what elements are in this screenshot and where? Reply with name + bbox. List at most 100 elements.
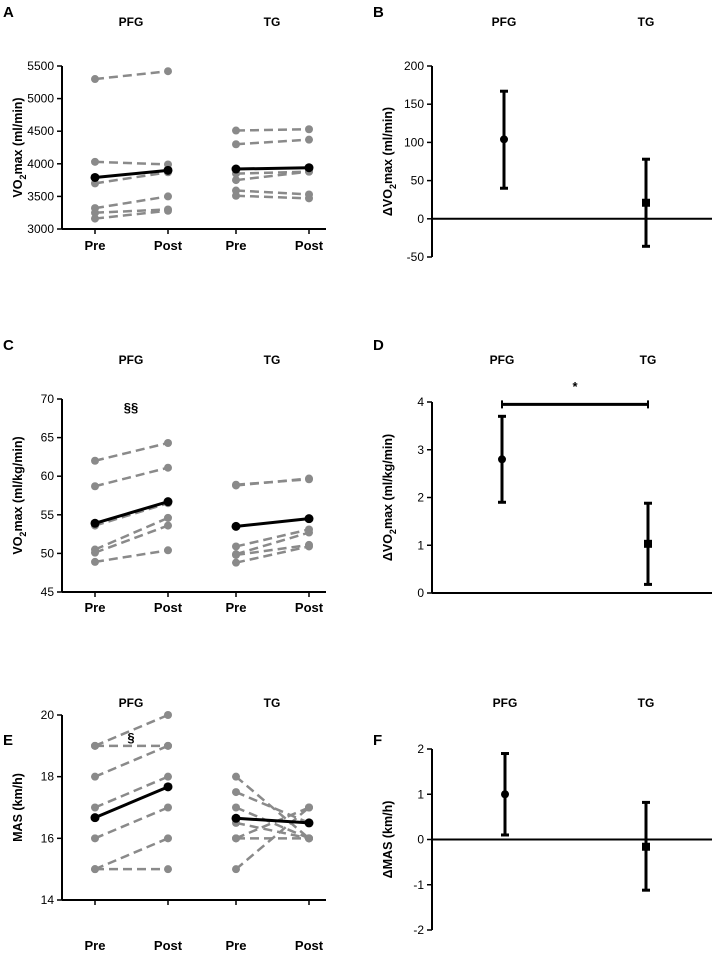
individual-line [94,209,169,220]
panel-letter-a: A [3,4,14,21]
individual-point-post [164,521,172,530]
individual-line [235,543,310,557]
group-label-c: PFG [119,353,144,367]
mean-line [94,168,169,179]
mean-marker-circle [501,790,509,799]
mean-point-post [304,163,314,173]
y-tick-label: 4500 [27,124,54,138]
mean-point-pre [231,164,241,174]
individual-point-pre [91,482,99,491]
individual-point-post [164,772,172,781]
y-tick-label: 150 [404,97,424,111]
mean-point-pre [231,521,241,531]
individual-line [94,208,169,214]
y-axis-label-c: VO2max (ml/kg/min) [11,436,28,554]
individual-point-post [164,741,172,750]
individual-point-post [164,67,172,76]
mean-point-pre [90,518,100,528]
individual-point-post [305,528,313,537]
individual-line [235,138,310,146]
individual-point-post [305,125,313,134]
panel-letter-c: C [3,337,14,354]
individual-point-pre [91,208,99,217]
individual-line [94,549,169,564]
individual-point-pre [91,456,99,465]
individual-point-post [164,513,172,522]
individual-point-post [305,135,313,144]
individual-point-pre [91,548,99,557]
x-tick-label: Post [154,238,183,253]
y-tick-label: -2 [413,923,424,937]
y-tick-label: 20 [41,708,55,722]
individual-point-pre [91,834,99,843]
individual-line [235,528,310,548]
y-tick-label: 70 [41,392,55,406]
mean-point-post [304,818,314,828]
individual-point-post [164,803,172,812]
y-tick-label: 4000 [27,157,54,171]
individual-point-post [305,834,313,843]
individual-line [235,821,310,840]
group-label-e: TG [264,696,281,710]
group-label-b: TG [638,15,655,29]
panel-letter-e: E [3,732,13,749]
mean-marker-circle [500,135,508,144]
group-label-d: PFG [490,353,515,367]
y-tick-label: 50 [41,546,55,560]
panel-letter-d: D [373,337,384,354]
group-label-a: TG [264,15,281,29]
individual-line [94,160,169,166]
mean-line [235,816,310,825]
individual-line [235,127,310,132]
individual-point-post [164,206,172,215]
y-tick-label: 3 [417,443,424,457]
significance-star: * [572,379,578,394]
mean-marker-square [644,539,652,548]
y-tick-label: 14 [41,893,55,907]
individual-point-post [164,865,172,874]
individual-point-pre [91,772,99,781]
mean-line [94,500,169,525]
y-tick-label: 45 [41,585,55,599]
individual-point-pre [232,191,240,200]
y-tick-label: 50 [411,174,425,188]
x-tick-label: Pre [85,238,106,253]
y-tick-label: 100 [404,135,424,149]
significance-annotation-e: § [127,730,134,745]
mean-point-post [304,514,314,524]
individual-line [235,806,310,871]
group-label-a: PFG [119,15,144,29]
individual-point-pre [232,140,240,149]
group-label-f: PFG [493,696,518,710]
y-tick-label: 0 [417,833,424,847]
individual-point-pre [91,865,99,874]
x-tick-label: Pre [85,600,106,615]
y-tick-label: 0 [417,586,424,600]
individual-point-pre [232,834,240,843]
individual-point-post [164,439,172,448]
y-axis-label-e: MAS (km/h) [11,773,25,842]
individual-point-post [164,834,172,843]
y-tick-label: 4 [417,395,424,409]
y-axis-label-a: VO2max (ml/min) [11,97,28,197]
individual-point-pre [91,741,99,750]
individual-point-pre [91,214,99,223]
group-label-e: PFG [119,696,144,710]
y-tick-label: 18 [41,770,55,784]
individual-line [235,775,310,840]
individual-line [94,524,169,554]
x-tick-label: Post [295,238,324,253]
group-label-c: TG [264,353,281,367]
individual-point-post [164,192,172,201]
individual-line [94,69,169,81]
significance-annotation-c: §§ [124,400,138,415]
y-tick-label: 60 [41,469,55,483]
individual-point-post [305,475,313,484]
y-axis-label-f: ΔMAS (km/h) [381,801,395,879]
y-tick-label: 65 [41,431,55,445]
mean-point-post [163,497,173,507]
individual-point-pre [232,542,240,551]
individual-point-pre [91,75,99,84]
individual-point-post [305,803,313,812]
x-tick-label: Pre [85,938,106,953]
